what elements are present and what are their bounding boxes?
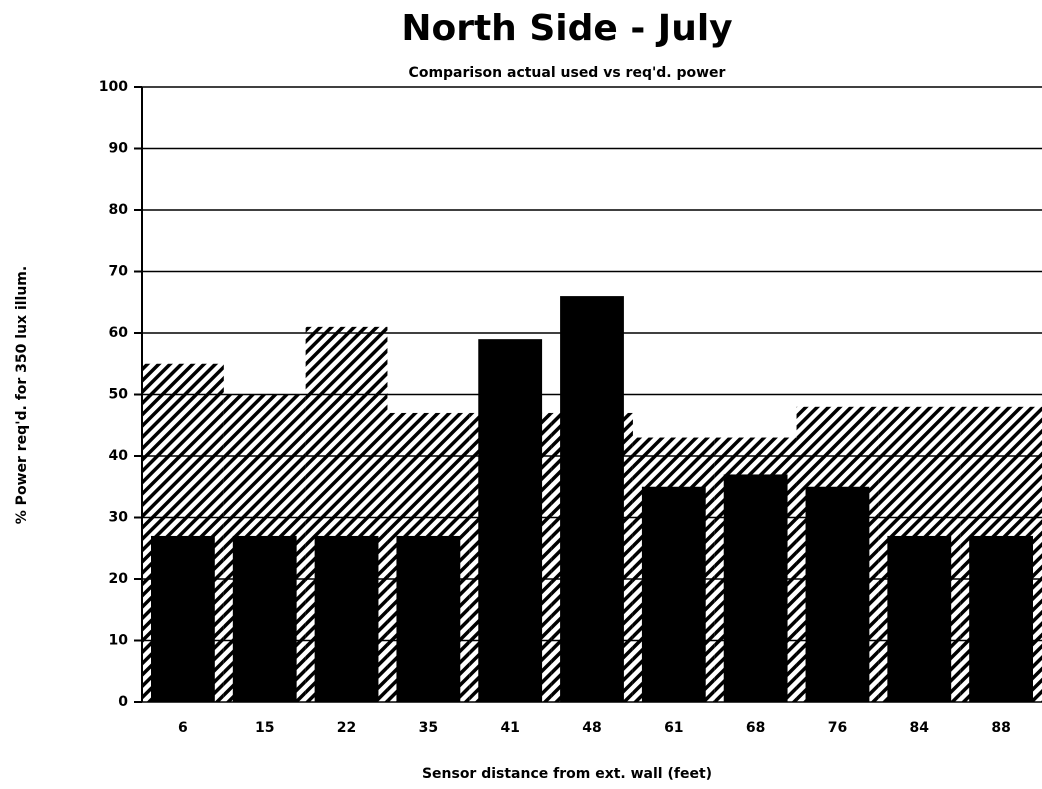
x-tick-label: 76 [828,720,847,736]
y-tick-label: 30 [109,510,129,526]
y-tick-label: 80 [109,202,129,218]
y-tick-label: 40 [109,448,129,464]
y-axis-label: % Power req'd. for 350 lux illum. [14,266,30,524]
x-tick-label: 35 [419,720,438,736]
bar [478,339,543,702]
x-tick-label: 84 [910,720,930,736]
bar [314,535,379,702]
x-tick-label: 15 [255,720,274,736]
x-tick-label: 6 [178,720,188,736]
y-tick-label: 90 [109,141,129,157]
x-tick-label: 48 [582,720,601,736]
y-tick-label: 10 [109,633,129,649]
x-tick-label: 88 [991,720,1010,736]
bar [232,535,297,702]
chart-title: North Side - July [401,8,732,49]
x-tick-label: 61 [664,720,683,736]
bar [805,486,870,702]
chart-subtitle: Comparison actual used vs req'd. power [409,65,726,81]
x-tick-label: 41 [500,720,519,736]
bar [969,535,1033,702]
y-tick-label: 70 [109,264,129,280]
y-tick-label: 50 [109,387,129,403]
y-tick-label: 100 [99,79,128,95]
bar [641,486,706,702]
x-tick-label: 68 [746,720,765,736]
bar [723,474,788,702]
y-tick-label: 60 [109,325,129,341]
x-tick-label: 22 [337,720,356,736]
bar [560,296,624,702]
y-tick-label: 20 [109,571,129,587]
bar [887,535,952,702]
y-tick-label: 0 [118,694,128,710]
bar [151,535,215,702]
x-axis-label: Sensor distance from ext. wall (feet) [422,766,712,782]
bar [396,535,461,702]
